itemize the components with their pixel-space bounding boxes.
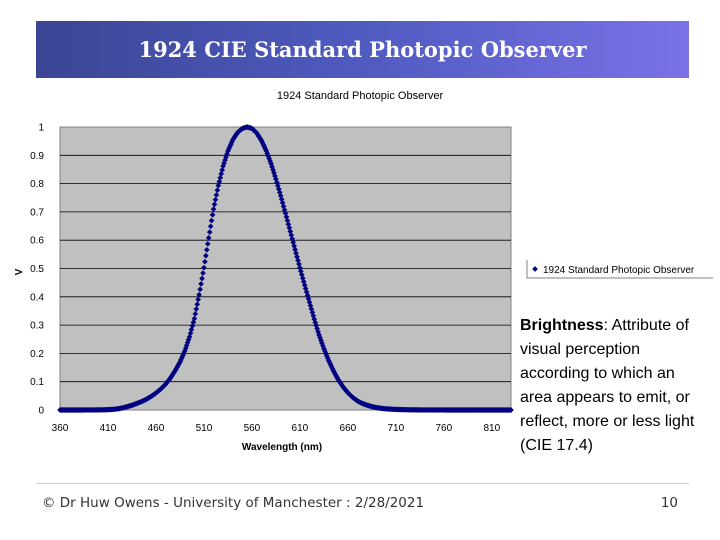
x-tick-label: 660 (340, 423, 357, 434)
y-tick-label: 0.9 (30, 151, 44, 162)
data-point (199, 275, 205, 282)
y-tick-label: 0.3 (30, 321, 44, 332)
data-point (191, 315, 198, 322)
data-point (201, 264, 207, 271)
y-tick-label: 0 (38, 406, 44, 417)
legend-label: 1924 Standard Photopic Observer (543, 265, 695, 276)
data-point (216, 178, 223, 185)
title-bar: 1924 CIE Standard Photopic Observer (36, 21, 689, 78)
x-tick-label: 760 (435, 423, 452, 434)
y-tick-label: 0.1 (30, 377, 44, 388)
chart-svg: 1924 Standard Photopic Observer 00.10.20… (14, 90, 713, 453)
legend: 1924 Standard Photopic Observer (526, 260, 713, 279)
legend-marker (532, 266, 538, 272)
y-tick-label: 0.4 (30, 292, 44, 303)
data-point (213, 192, 220, 198)
data-point (205, 235, 212, 241)
x-tick-label: 460 (148, 423, 165, 434)
data-point (202, 258, 208, 265)
data-point (200, 270, 206, 276)
data-points (57, 124, 514, 413)
y-tick-label: 1 (38, 123, 44, 134)
data-point (198, 281, 204, 287)
definition-term: Brightness (520, 317, 604, 334)
data-point (215, 182, 222, 189)
x-tick-label: 360 (52, 423, 69, 434)
data-point (204, 241, 211, 247)
data-point (195, 296, 202, 303)
y-axis-label: V (14, 268, 25, 275)
chart-title: 1924 Standard Photopic Observer (277, 90, 444, 102)
x-tick-label: 560 (244, 423, 261, 434)
data-point (508, 407, 514, 413)
x-tick-label: 510 (196, 423, 213, 434)
y-tick-label: 0.8 (30, 179, 44, 190)
y-tick-label: 0.6 (30, 236, 44, 247)
data-point (217, 174, 224, 181)
data-point (219, 167, 225, 173)
page-number: 10 (660, 495, 678, 511)
y-tick-label: 0.7 (30, 207, 44, 218)
brightness-definition: Brightness: Attribute of visual percepti… (520, 314, 710, 458)
data-point (193, 306, 200, 312)
footer-credit: © Dr Huw Owens - University of Mancheste… (42, 495, 425, 511)
data-point (218, 171, 225, 177)
footer-divider (36, 483, 689, 484)
slide-title: 1924 CIE Standard Photopic Observer (138, 37, 587, 62)
data-point (209, 212, 216, 218)
data-point (192, 310, 199, 317)
definition-text: : Attribute of visual perception accordi… (520, 317, 695, 454)
data-point (211, 201, 218, 208)
data-point (208, 217, 215, 224)
y-tick-label: 0.2 (30, 349, 44, 360)
data-point (212, 196, 219, 203)
data-point (194, 301, 201, 308)
y-tick-label: 0.5 (30, 264, 44, 275)
data-point (197, 286, 203, 293)
data-point (206, 229, 213, 235)
data-point (210, 206, 217, 212)
x-tick-label: 410 (100, 423, 117, 434)
data-point (203, 252, 209, 259)
data-point (203, 246, 210, 253)
chart: 1924 Standard Photopic Observer 0 0.1 0.2 0… (0, 80, 720, 470)
x-tick-label: 710 (388, 423, 405, 434)
legend-border (526, 260, 713, 279)
data-point (196, 291, 202, 298)
x-tick-label: 810 (483, 423, 500, 434)
data-point (207, 223, 214, 230)
y-axis-ticks: 0 0.1 0.2 0.3 0.4 0.5 0.6 0.7 0.8 0.9 1 (30, 123, 44, 417)
x-tick-label: 610 (292, 423, 309, 434)
x-axis-label: Wavelength (nm) (242, 442, 322, 453)
x-axis-ticks: 360 410 460 510 560 610 660 710 760 810 (52, 423, 501, 434)
data-point (214, 187, 221, 194)
